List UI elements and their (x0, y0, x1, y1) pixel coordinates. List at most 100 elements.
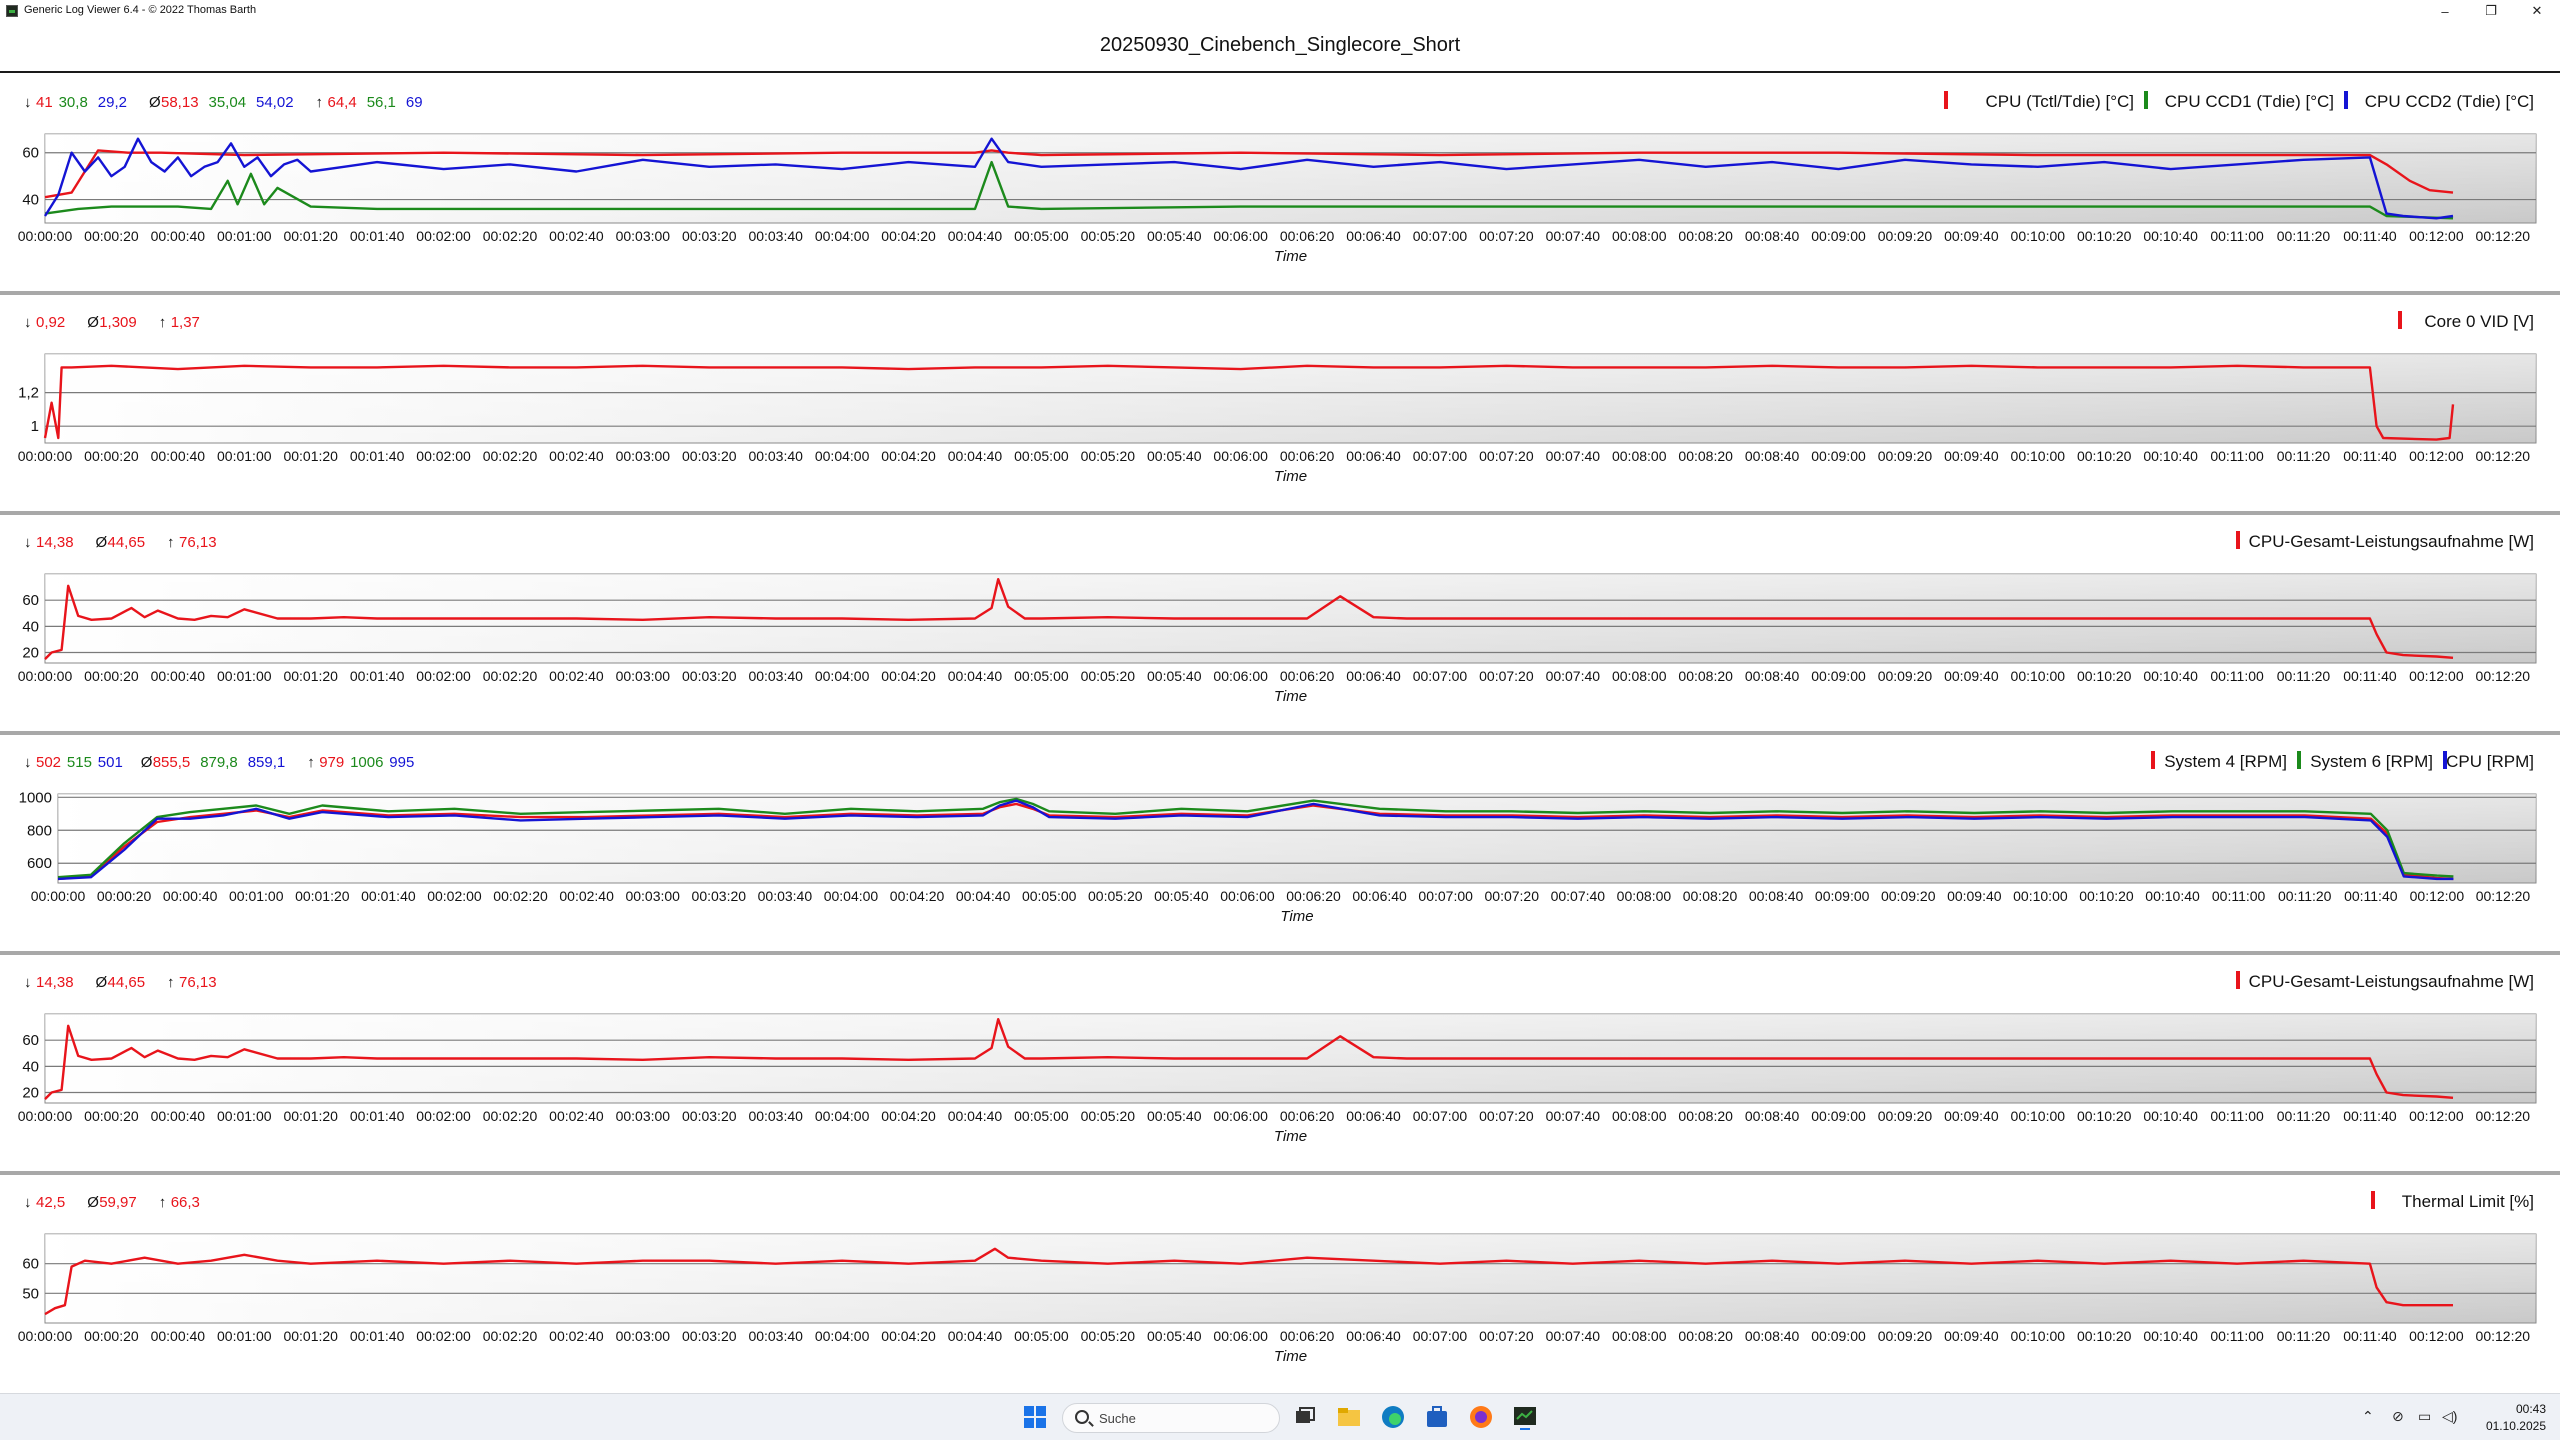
legend-label: System 4 [RPM] (2164, 752, 2287, 771)
clock-date[interactable]: 01.10.2025 (2485, 1419, 2546, 1433)
x-tick-label: 00:02:40 (549, 448, 604, 464)
x-tick-label: 00:06:40 (1346, 1108, 1401, 1124)
x-tick-label: 00:07:00 (1413, 668, 1468, 684)
x-tick-label: 00:04:20 (881, 1328, 936, 1344)
y-tick-label: 1,2 (18, 385, 39, 402)
chart-panel-3: 20 40 60 00:00:00 00:00:20 00:00:40 00:01:00 00… (0, 531, 2560, 735)
x-tick-label: 00:05:20 (1081, 668, 1136, 684)
x-tick-label: 00:01:40 (350, 1328, 405, 1344)
x-tick-label: 00:02:40 (549, 1328, 604, 1344)
x-tick-label: 00:06:00 (1213, 1108, 1268, 1124)
x-tick-label: 00:08:00 (1612, 448, 1667, 464)
legend-label: Core 0 VID [V] (2424, 312, 2534, 331)
x-tick-label: 00:12:00 (2410, 888, 2465, 904)
firefox-icon[interactable] (1468, 1404, 1494, 1430)
y-tick-label: 60 (22, 1032, 39, 1049)
x-tick-label: 00:06:40 (1346, 228, 1401, 244)
stat-value: 64,4 (328, 94, 357, 111)
display-icon[interactable]: ▭ (2418, 1408, 2432, 1424)
x-tick-label: 00:00:40 (151, 228, 206, 244)
taskbar-search-box[interactable]: Suche (1062, 1403, 1280, 1433)
x-tick-label: 00:07:00 (1413, 1108, 1468, 1124)
x-tick-label: 00:08:20 (1678, 448, 1733, 464)
x-tick-label: 00:02:00 (416, 668, 471, 684)
log-viewer-taskbar-icon[interactable] (1512, 1404, 1538, 1430)
x-tick-label: 00:04:40 (948, 1108, 1003, 1124)
x-tick-label: 00:08:20 (1678, 228, 1733, 244)
stat-value: 35,04 (209, 94, 247, 111)
x-tick-label: 00:06:20 (1280, 448, 1335, 464)
edge-browser-icon[interactable] (1380, 1404, 1406, 1430)
stat-value: 76,13 (179, 974, 217, 991)
legend-label: CPU-Gesamt-Leistungsaufnahme [W] (2249, 532, 2534, 551)
x-tick-label: 00:10:40 (2143, 668, 2198, 684)
restore-button[interactable]: ❐ (2485, 3, 2497, 18)
x-axis-label: Time (1274, 688, 1307, 705)
x-tick-label: 00:12:20 (2476, 1328, 2531, 1344)
close-button[interactable]: ✕ (2531, 3, 2543, 18)
minimize-button[interactable]: – (2441, 3, 2449, 19)
volume-icon[interactable]: ◁) (2442, 1408, 2458, 1424)
stat-symbol: Ø (87, 1194, 99, 1211)
x-tick-label: 00:03:40 (748, 228, 803, 244)
x-tick-label: 00:10:20 (2079, 888, 2134, 904)
x-tick-label: 00:09:40 (1944, 1328, 1999, 1344)
x-tick-label: 00:10:20 (2077, 448, 2132, 464)
x-tick-label: 00:09:00 (1811, 668, 1866, 684)
x-tick-label: 00:05:00 (1014, 1108, 1069, 1124)
x-tick-label: 00:02:40 (559, 888, 614, 904)
x-tick-label: 00:11:00 (2210, 228, 2264, 244)
x-tick-label: 00:11:00 (2212, 888, 2266, 904)
plot-area-sheen (45, 1234, 2536, 1323)
x-tick-label: 00:01:40 (350, 668, 405, 684)
stat-value: 979 (319, 754, 344, 771)
network-icon[interactable]: ⊘ (2392, 1408, 2404, 1424)
stat-symbol: ↓ (24, 1194, 32, 1211)
x-tick-label: 00:05:40 (1147, 228, 1202, 244)
x-tick-label: 00:05:00 (1014, 668, 1069, 684)
stat-value: 14,38 (36, 974, 74, 991)
task-view-icon[interactable] (1292, 1404, 1318, 1430)
x-tick-label: 00:02:20 (483, 1328, 538, 1344)
x-tick-label: 00:08:20 (1678, 1108, 1733, 1124)
legend-label: CPU-Gesamt-Leistungsaufnahme [W] (2249, 972, 2534, 991)
y-tick-label: 60 (22, 1256, 39, 1273)
y-tick-label: 40 (22, 1058, 39, 1075)
stat-value: 29,2 (98, 94, 127, 111)
x-tick-label: 00:04:40 (956, 888, 1011, 904)
x-tick-label: 00:06:20 (1280, 228, 1335, 244)
x-tick-label: 00:07:20 (1479, 228, 1534, 244)
y-tick-label: 20 (22, 1085, 39, 1102)
x-tick-label: 00:05:40 (1154, 888, 1209, 904)
x-tick-label: 00:00:00 (18, 448, 73, 464)
x-tick-label: 00:00:20 (84, 1108, 139, 1124)
panel-separator (0, 291, 2560, 295)
x-tick-label: 00:09:00 (1811, 228, 1866, 244)
x-tick-label: 00:11:00 (2210, 1328, 2264, 1344)
tray-chevron-icon[interactable]: ⌃ (2362, 1408, 2374, 1424)
legend-label: Thermal Limit [%] (2402, 1192, 2534, 1211)
stat-symbol: ↑ (167, 974, 175, 991)
stat-symbol: ↑ (159, 1194, 167, 1211)
x-tick-label: 00:01:00 (229, 888, 284, 904)
y-tick-label: 1000 (19, 789, 52, 806)
x-tick-label: 00:08:20 (1683, 888, 1738, 904)
clock-time[interactable]: 00:43 (2515, 1402, 2546, 1416)
store-icon[interactable] (1424, 1404, 1450, 1430)
x-tick-label: 00:10:00 (2011, 228, 2066, 244)
x-tick-label: 00:07:00 (1413, 228, 1468, 244)
x-tick-label: 00:00:00 (18, 668, 73, 684)
x-tick-label: 00:11:20 (2277, 228, 2331, 244)
stat-value: 58,13 (161, 94, 199, 111)
x-tick-label: 00:00:20 (97, 888, 152, 904)
x-tick-label: 00:00:00 (31, 888, 86, 904)
file-explorer-icon[interactable] (1336, 1404, 1362, 1430)
start-icon[interactable] (1022, 1404, 1048, 1430)
x-tick-label: 00:09:20 (1881, 888, 1936, 904)
series-line (57, 802, 2454, 881)
x-tick-label: 00:01:20 (283, 1328, 338, 1344)
x-tick-label: 00:10:40 (2143, 448, 2198, 464)
x-tick-label: 00:01:20 (283, 668, 338, 684)
x-tick-label: 00:02:40 (549, 228, 604, 244)
x-tick-label: 00:02:20 (493, 888, 548, 904)
